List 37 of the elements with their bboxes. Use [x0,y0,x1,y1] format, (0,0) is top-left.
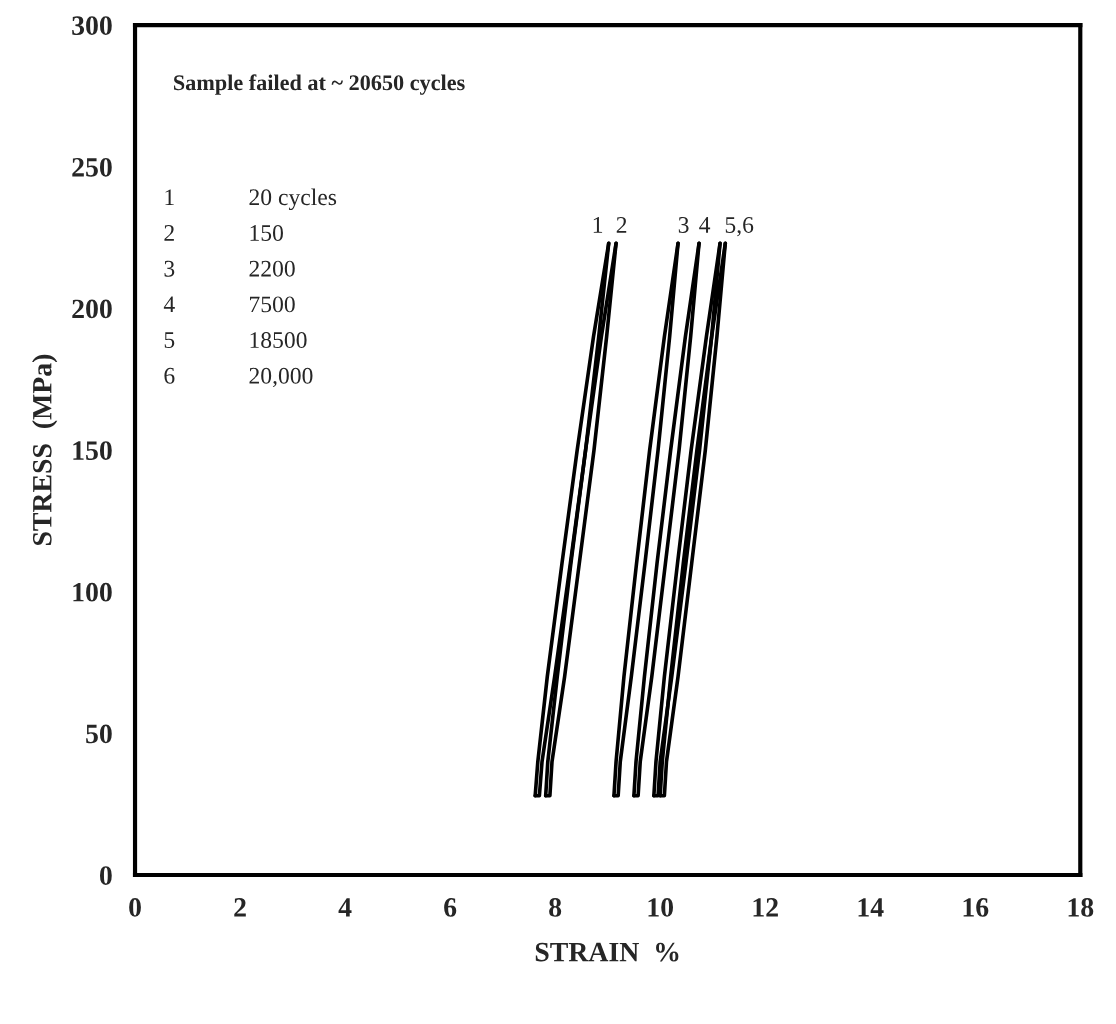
annotation: 2 [616,217,627,233]
x-tick-label: 16 [963,898,989,917]
y-tick-label: 0 [99,866,112,885]
annotation: 20 cycles [249,188,337,211]
annotation: 4 [699,217,711,233]
x-tick-label: 4 [338,898,352,917]
annotation: 150 [250,224,283,241]
annotation: 3 [678,217,689,233]
x-tick-label: 2 [234,898,246,917]
x-tick-label: 18 [1068,898,1094,917]
annotation: 4 [163,296,175,313]
annotation: 1 [593,217,603,233]
annotation: Sample failed at ~ 20650 cycles [174,74,465,95]
x-tick-label: 14 [858,898,884,917]
annotation: 20,000 [249,367,313,388]
x-tick-label: 0 [129,898,141,917]
annotation: 5 [164,332,175,349]
annotation: 2 [164,225,174,241]
x-axis-title: STRAIN % [535,942,679,962]
y-tick-label: 200 [72,299,112,319]
y-tick-label: 300 [72,16,112,35]
x-tick-label: 8 [549,898,562,917]
annotation: 5,6 [725,217,754,237]
y-tick-label: 100 [73,582,112,602]
y-tick-label: 50 [86,724,112,744]
y-tick-label: 150 [73,441,112,460]
y-axis-title: STRESS (MPa) [32,354,58,546]
annotation: 1 [165,189,174,205]
annotation: 7500 [250,296,295,313]
x-tick-label: 10 [648,898,674,917]
x-tick-label: 12 [753,898,778,917]
annotation: 2200 [249,260,295,277]
y-tick-label: 250 [72,157,112,177]
annotation: 3 [164,260,175,277]
annotation: 6 [164,367,175,384]
annotation: 18500 [250,332,307,349]
x-tick-label: 6 [444,898,457,917]
